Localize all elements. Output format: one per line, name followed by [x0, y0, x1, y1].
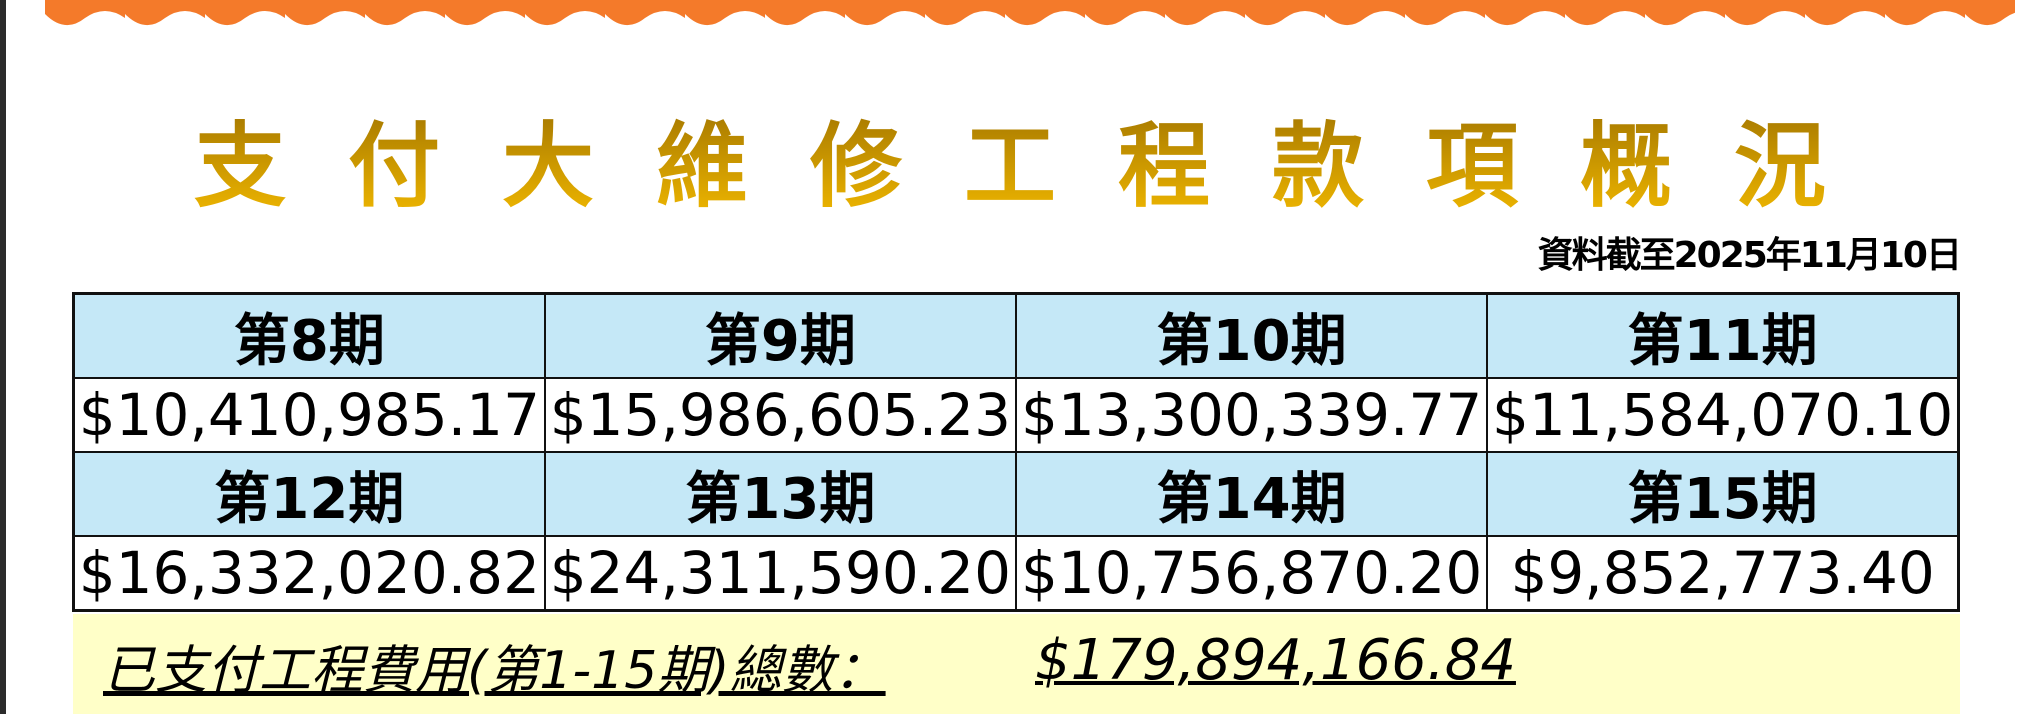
- period-amount: $13,300,339.77: [1014, 377, 1489, 453]
- period-amount: $10,756,870.20: [1014, 535, 1489, 612]
- period-header: 第8期: [72, 292, 546, 379]
- header-row: 第12期 第13期 第14期 第15期: [72, 451, 1960, 537]
- amount-row: $16,332,020.82 $24,311,590.20 $10,756,87…: [72, 535, 1960, 612]
- total-value: $179,894,166.84: [1035, 628, 1516, 693]
- period-header: 第11期: [1486, 292, 1960, 379]
- data-as-of-date: 資料截至2025年11月10日: [1537, 235, 1962, 276]
- payment-table: 第8期 第9期 第10期 第11期 $10,410,985.17 $15,986…: [72, 292, 1960, 612]
- period-header: 第15期: [1486, 451, 1960, 537]
- period-amount: $10,410,985.17: [72, 377, 546, 453]
- period-header: 第13期: [543, 451, 1018, 537]
- period-header: 第12期: [72, 451, 546, 537]
- period-amount: $16,332,020.82: [72, 535, 546, 612]
- period-amount: $11,584,070.10: [1486, 377, 1960, 453]
- period-amount: $15,986,605.23: [543, 377, 1018, 453]
- total-band: [73, 614, 1960, 714]
- page-title: 支付大維修工程款項概況: [0, 112, 2020, 222]
- left-border: [0, 0, 6, 714]
- total-label: 已支付工程費用(第1-15期)總數：: [103, 641, 886, 701]
- period-header: 第10期: [1014, 292, 1489, 379]
- period-header: 第14期: [1014, 451, 1489, 537]
- period-amount: $9,852,773.40: [1486, 535, 1960, 612]
- period-header: 第9期: [543, 292, 1018, 379]
- amount-row: $10,410,985.17 $15,986,605.23 $13,300,33…: [72, 377, 1960, 453]
- header-row: 第8期 第9期 第10期 第11期: [72, 292, 1960, 379]
- period-amount: $24,311,590.20: [543, 535, 1018, 612]
- decorative-wave-border: [45, 0, 2015, 25]
